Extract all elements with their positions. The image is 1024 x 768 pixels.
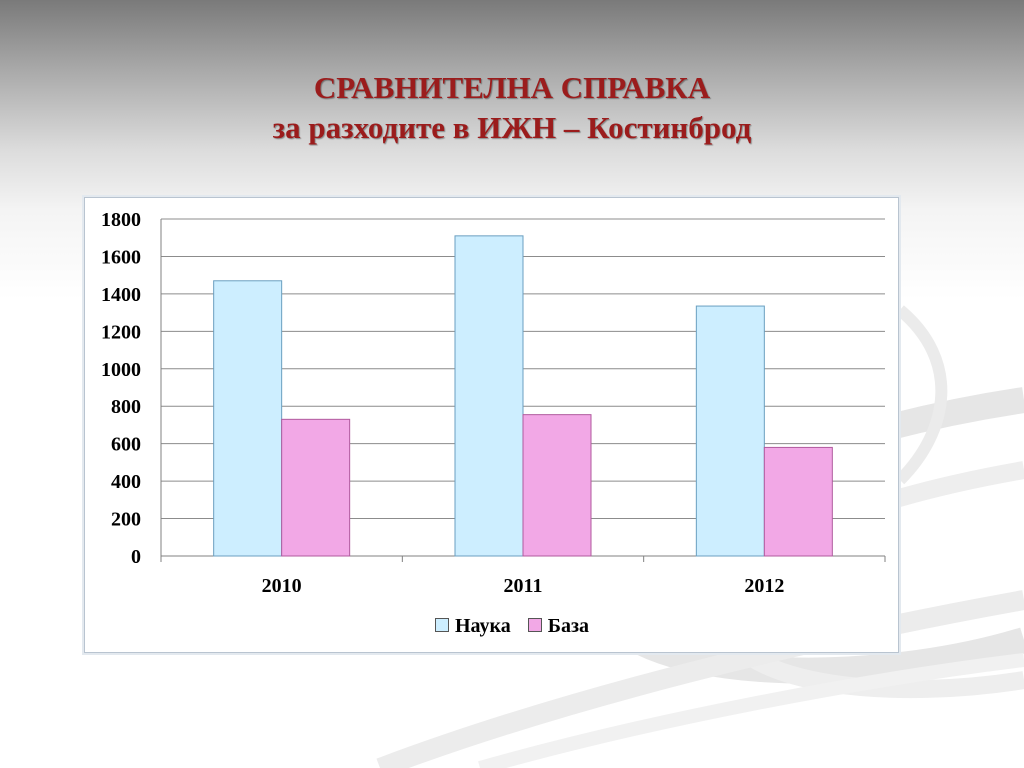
slide-title-line-1: СРАВНИТЕЛНА СПРАВКА [313,70,711,105]
y-tick-label-1000: 1000 [101,359,141,381]
legend-item-nauka: Наука [434,614,511,638]
x-tick-label-2010: 2010 [262,575,302,597]
bar-nauka-2010 [213,280,283,557]
legend-label-nauka: Наука [454,614,511,637]
y-tick-label-200: 200 [111,509,141,531]
y-tick-label-1400: 1400 [101,284,141,306]
legend-swatch-baza [527,618,542,633]
bar-baza-2012 [763,446,833,557]
legend-label-baza: База [547,614,590,637]
y-tick-label-800: 800 [111,396,141,418]
x-tick-label-2012: 2012 [744,575,784,597]
bar-baza-2011 [522,414,592,557]
y-tick-label-0: 0 [131,546,141,568]
legend-item-baza: База [527,614,590,638]
slide-title-line-2: за разходите в ИЖН – Костинброд [272,110,752,145]
chart-legend: Наука База [0,614,1024,638]
y-tick-label-1600: 1600 [101,246,141,268]
bar-nauka-2011 [454,235,524,557]
bar-baza-2010 [281,418,351,557]
legend-swatch-nauka [434,618,449,633]
chart-frame: 0 200 400 600 800 1000 1200 1400 1600 1800 2010 201… [84,197,899,653]
y-tick-label-1200: 1200 [101,321,141,343]
y-tick-label-400: 400 [111,471,141,493]
slide-title: СРАВНИТЕЛНА СПРАВКА за разходите в ИЖН –… [0,68,1024,148]
y-tick-label-1800: 1800 [101,209,141,231]
x-tick-label-2011: 2011 [504,575,543,597]
y-tick-label-600: 600 [111,434,141,456]
bar-chart: 0 200 400 600 800 1000 1200 1400 1600 1800 2010 201… [101,209,886,597]
bar-nauka-2012 [695,305,765,557]
